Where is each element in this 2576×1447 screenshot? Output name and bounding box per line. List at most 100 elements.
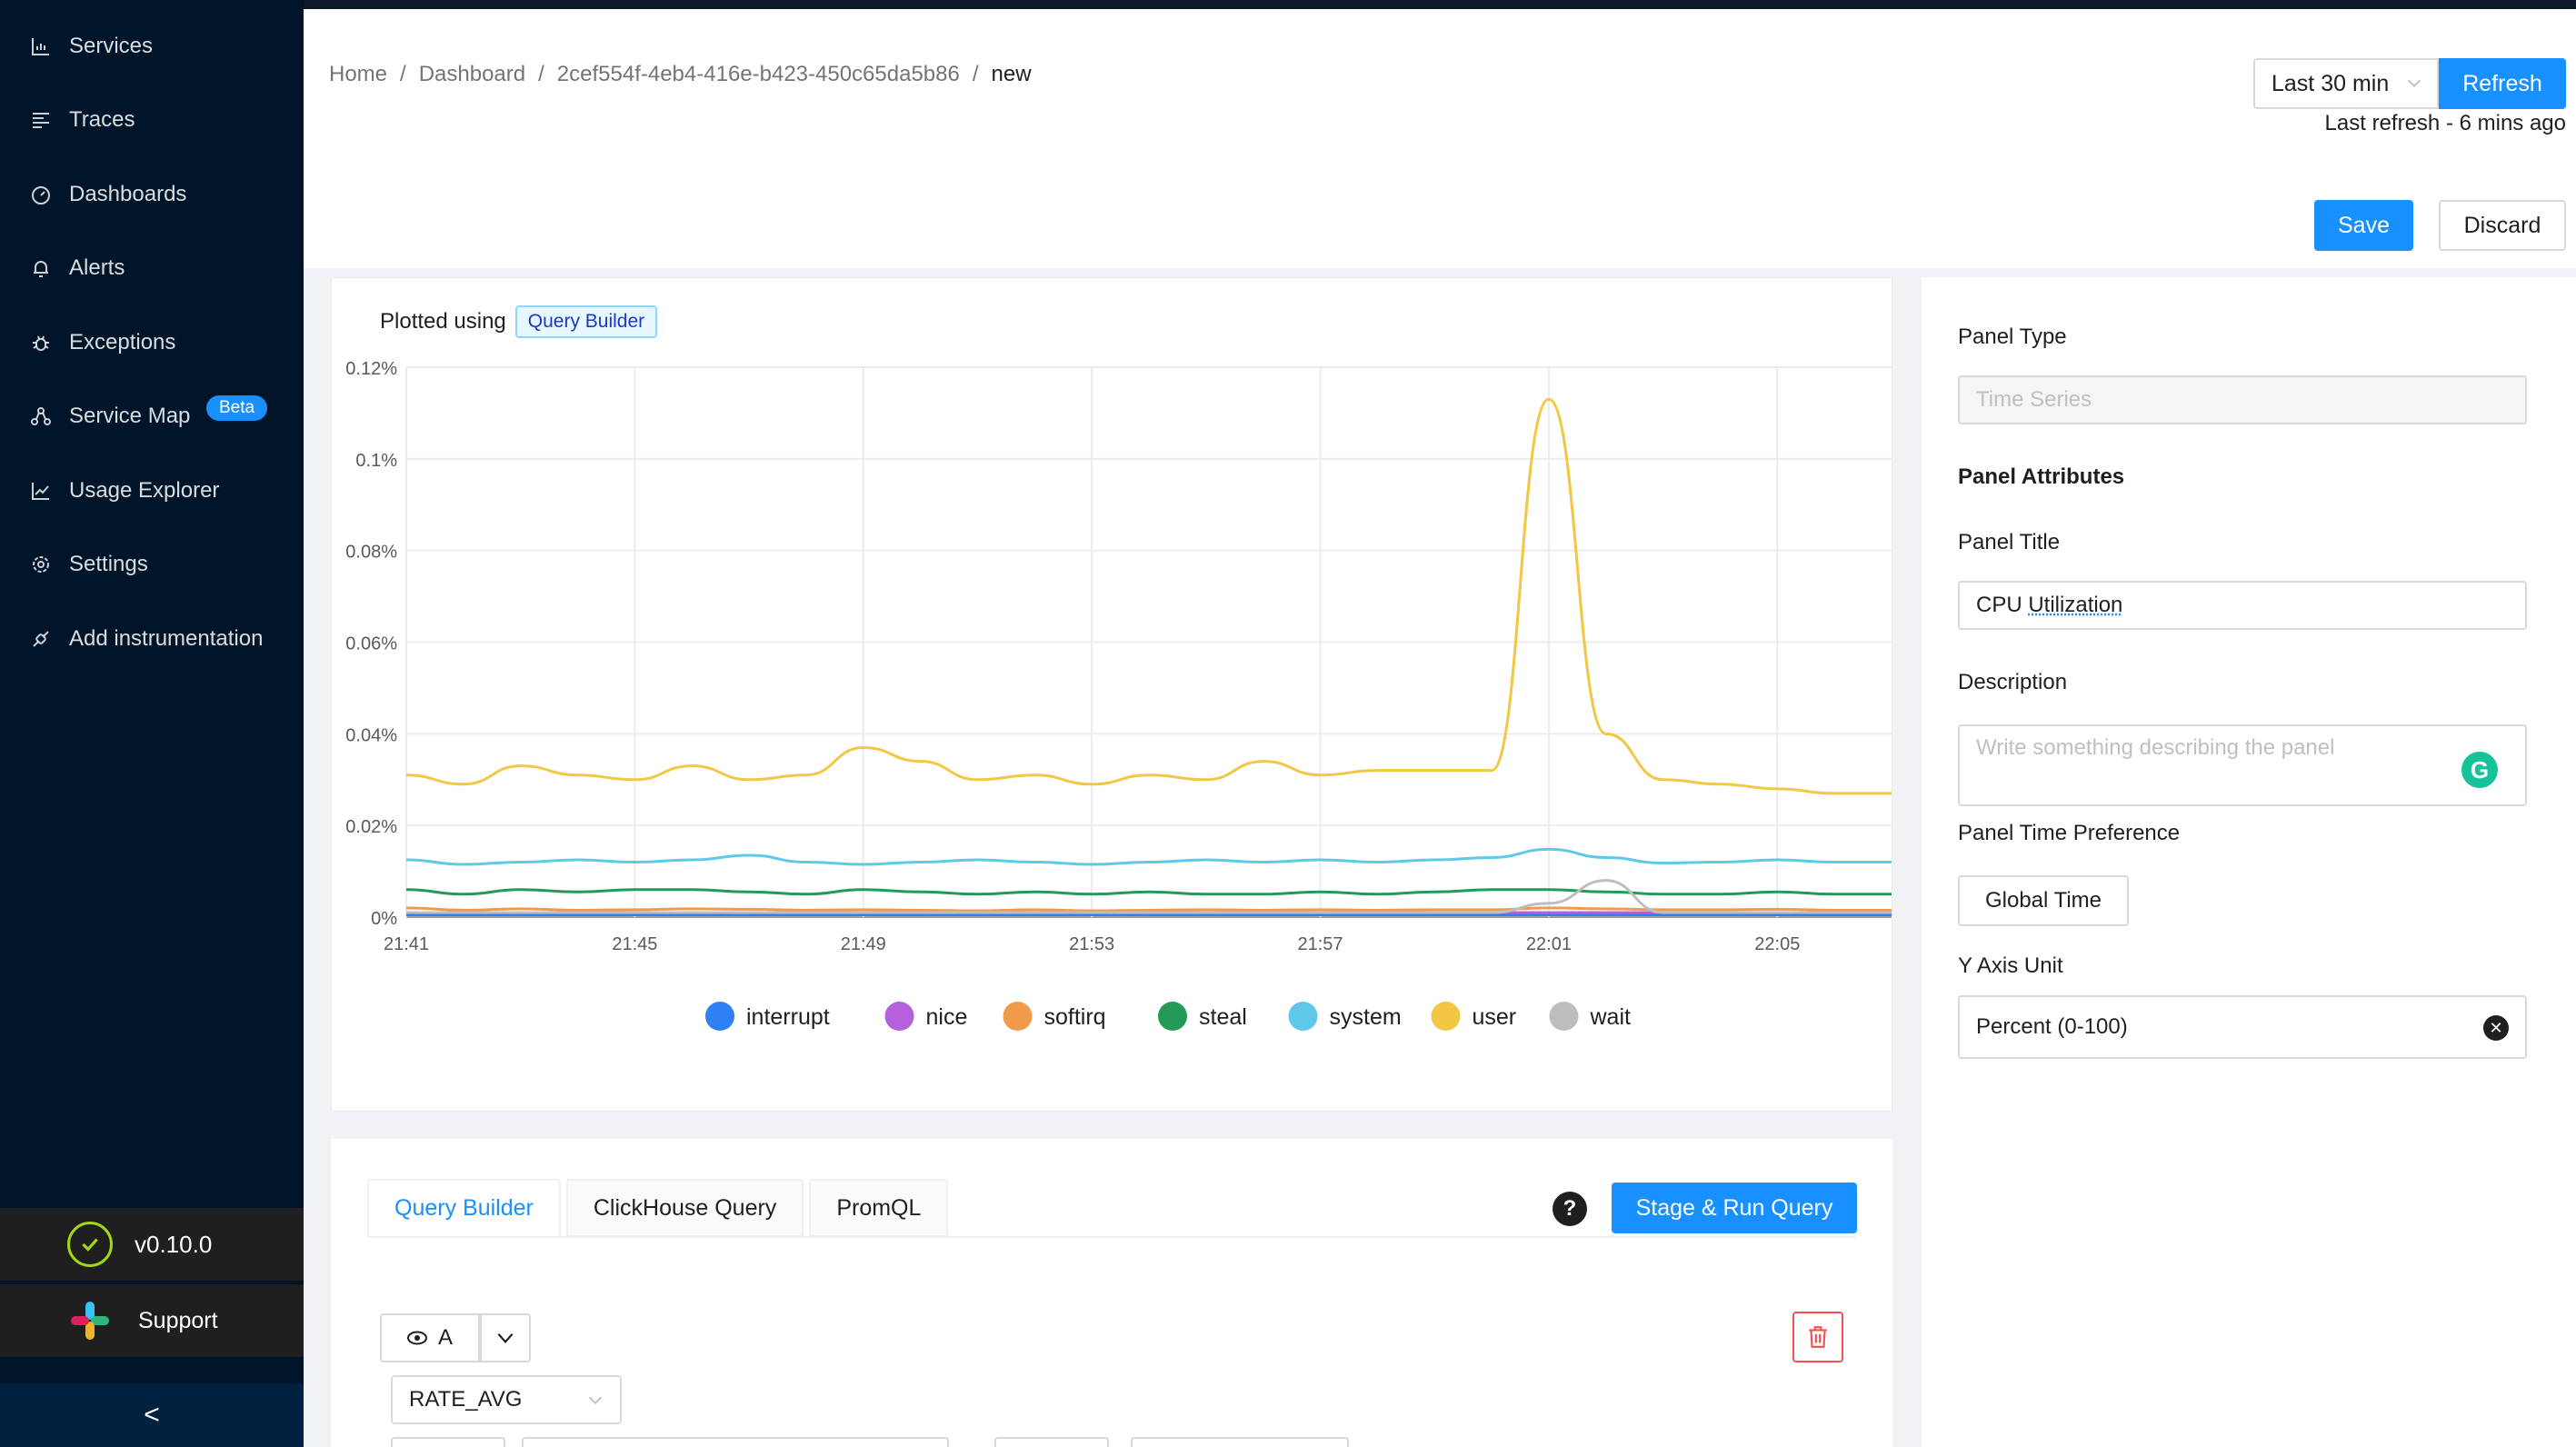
sidebar-item-alerts[interactable]: Alerts [0,241,304,295]
sidebar-item-label: Add instrumentation [69,626,264,651]
chart-panel: Plotted using Query Builder 0% 0.02% 0.04%… [331,277,1892,1112]
save-button[interactable]: Save [2314,200,2413,251]
query-panel: Query Builder ClickHouse Query PromQL ? … [331,1139,1892,1447]
sidebar-item-add-instrumentation[interactable]: Add instrumentation [0,612,304,666]
sidebar-item-label: Services [69,34,154,58]
legend-label-interrupt: interrupt [746,1004,830,1030]
sidebar-item-services[interactable]: Services [0,19,304,74]
support-label: Support [138,1307,218,1333]
help-icon[interactable]: ? [1553,1192,1587,1226]
filter-field[interactable] [391,1437,505,1447]
x-tick-label: 21:49 [841,934,886,954]
eye-icon [406,1331,427,1345]
plotted-using-label: Plotted using [380,309,506,334]
y-axis-unit-label: Y Axis Unit [1958,953,2063,978]
api-icon [27,625,55,653]
filter-field[interactable] [994,1437,1109,1447]
deployment-icon [27,403,55,430]
panel-type-field: Time Series [1958,375,2527,424]
breadcrumb-separator: / [972,62,979,86]
beta-badge: Beta [206,395,268,421]
sidebar-item-label: Alerts [69,255,125,280]
breadcrumb-separator: / [400,62,406,86]
panel-title-value-1: CPU [1976,593,2029,617]
global-time-button[interactable]: Global Time [1958,875,2129,926]
version-text: v0.10.0 [135,1230,213,1258]
breadcrumb-home[interactable]: Home [329,62,388,86]
sidebar: Services Traces Dashboards Alerts Except… [0,0,304,1447]
panel-type-label: Panel Type [1958,324,2067,349]
time-preference-label: Panel Time Preference [1958,821,2181,845]
bell-icon [27,254,55,282]
sidebar-item-label: Settings [69,552,148,576]
panel-attributes-heading: Panel Attributes [1958,464,2125,489]
panel-title-input[interactable]: CPU Utilization [1958,581,2527,630]
gear-icon [27,551,55,578]
sidebar-item-dashboards[interactable]: Dashboards [0,167,304,222]
breadcrumb-current: new [991,62,1032,86]
y-tick-label: 0.04% [345,725,397,745]
sidebar-item-label: Traces [69,107,135,132]
clear-icon[interactable]: ✕ [2483,1015,2509,1041]
last-refresh-text: Last refresh - 6 mins ago [2324,111,2566,135]
description-label: Description [1958,670,2068,694]
support-link[interactable]: Support [0,1284,304,1357]
y-tick-label: 0.1% [355,451,397,471]
aggregate-select[interactable]: RATE_AVG [391,1375,622,1424]
legend-marker-system [1288,1002,1318,1031]
breadcrumb-dashboard[interactable]: Dashboard [418,62,526,86]
background-band [304,268,331,1447]
description-textarea[interactable]: Write something describing the panel G [1958,724,2527,806]
sidebar-item-label: Exceptions [69,330,176,354]
legend-label-wait: wait [1590,1004,1632,1030]
background-band [331,1112,1892,1139]
trash-icon [1809,1326,1827,1348]
collapse-sidebar-button[interactable]: < [0,1383,304,1447]
legend-marker-user [1431,1002,1461,1031]
plotted-using: Plotted using Query Builder [380,305,658,338]
query-collapse-button[interactable] [480,1313,531,1362]
chevron-down-icon [588,1396,603,1404]
series-line-steal [405,888,1892,896]
time-range-select[interactable]: Last 30 min [2253,58,2439,109]
sidebar-item-service-map[interactable]: Service Map Beta [0,389,304,444]
tab-query-builder[interactable]: Query Builder [367,1179,561,1237]
series-line-user [405,397,1892,795]
filter-field[interactable] [1131,1437,1349,1447]
sidebar-item-label: Service Map [69,404,191,428]
stage-run-query-button[interactable]: Stage & Run Query [1612,1183,1857,1233]
sidebar-item-settings[interactable]: Settings [0,537,304,592]
sidebar-item-usage-explorer[interactable]: Usage Explorer [0,464,304,518]
legend-label-steal: steal [1199,1004,1247,1030]
series-line-system [405,847,1892,866]
y-axis-unit-value: Percent (0-100) [1976,1014,2128,1039]
tab-clickhouse-query[interactable]: ClickHouse Query [565,1179,804,1237]
query-visibility-toggle[interactable]: A [380,1313,480,1362]
line-chart-icon [27,477,55,504]
filter-field[interactable] [522,1437,949,1447]
y-axis-unit-select[interactable]: Percent (0-100) ✕ [1958,995,2527,1059]
sidebar-item-traces[interactable]: Traces [0,93,304,147]
tabs-divider [367,1236,1856,1238]
background-band [304,268,2576,277]
breadcrumb-separator: / [538,62,544,86]
x-tick-label: 22:05 [1754,934,1800,954]
window-top-strip [0,0,2576,9]
description-placeholder: Write something describing the panel [1976,735,2335,760]
legend-label-system: system [1330,1004,1402,1030]
check-circle-icon [67,1222,113,1267]
legend-marker-interrupt [705,1002,734,1031]
panel-title-label: Panel Title [1958,530,2061,554]
legend-label-nice: nice [926,1004,968,1030]
query-name: A [437,1325,453,1350]
discard-button[interactable]: Discard [2439,200,2566,251]
y-tick-label: 0.02% [345,817,397,837]
legend-label-softirq: softirq [1044,1004,1106,1030]
breadcrumb-dashboard-id[interactable]: 2cef554f-4eb4-416e-b423-450c65da5b86 [556,62,960,86]
refresh-button[interactable]: Refresh [2439,58,2566,109]
query-builder-tag: Query Builder [514,305,658,338]
tab-promql[interactable]: PromQL [809,1179,949,1237]
grammarly-icon[interactable]: G [2461,752,2498,788]
sidebar-item-exceptions[interactable]: Exceptions [0,315,304,370]
delete-query-button[interactable] [1792,1312,1843,1362]
